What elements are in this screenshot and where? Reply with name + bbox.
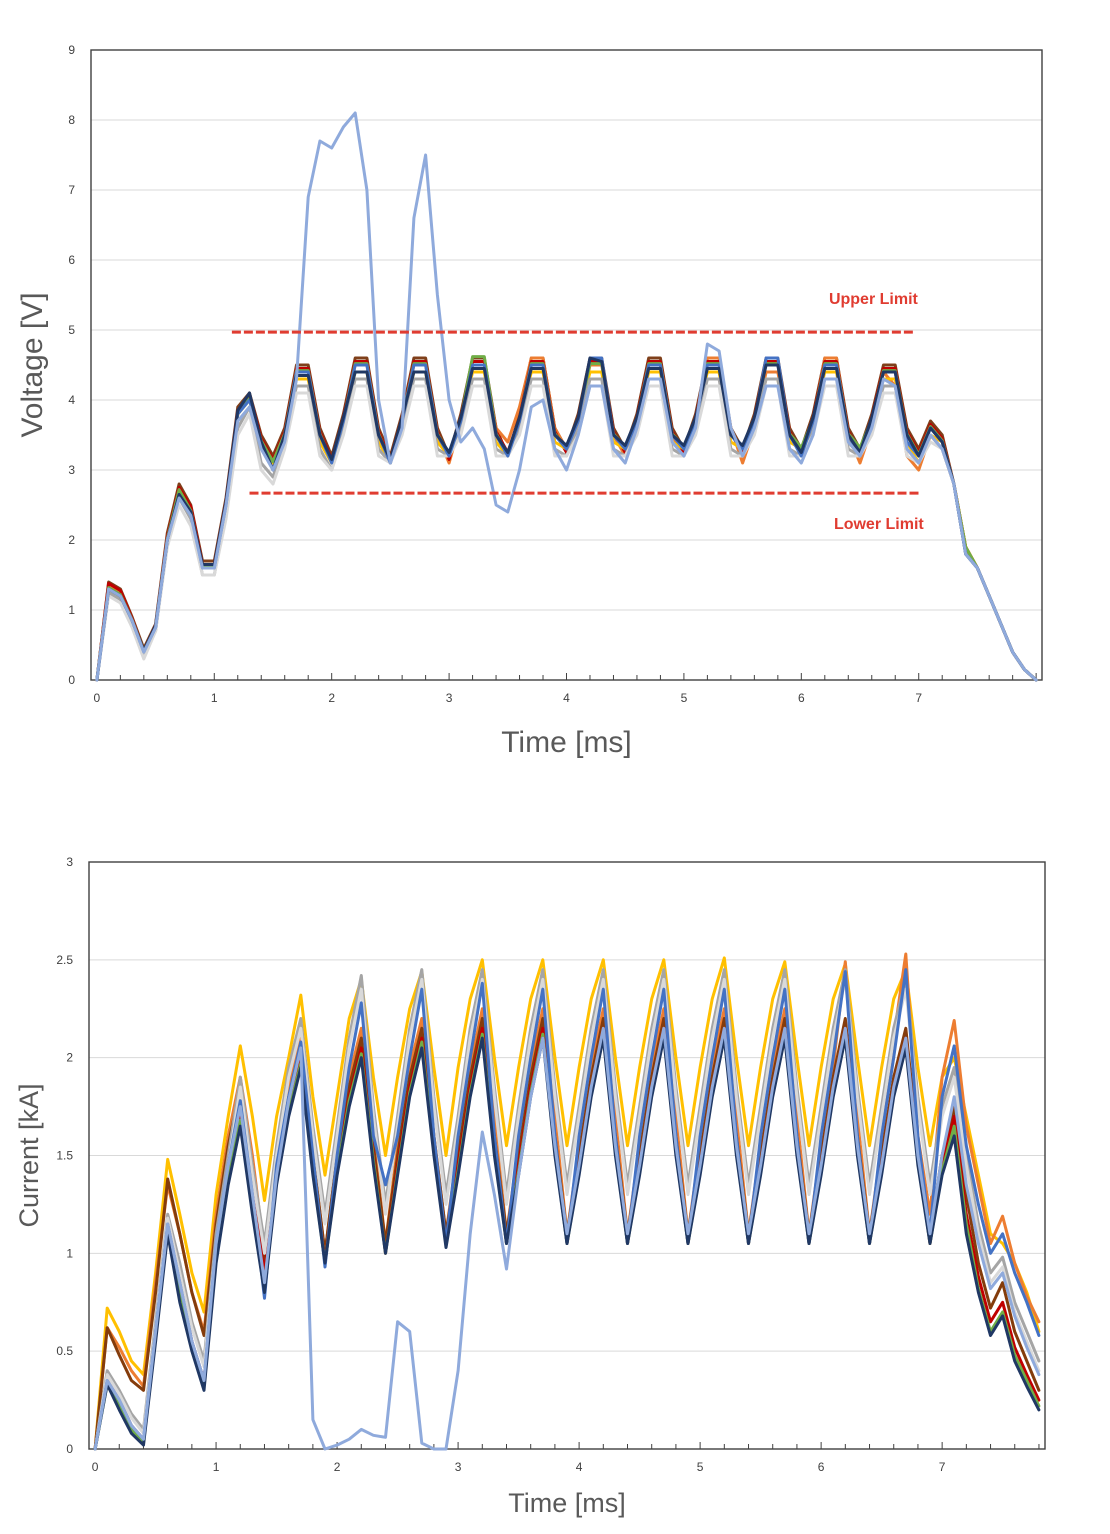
x-tick-label: 4 [563,691,570,705]
x-tick-label: 5 [681,691,688,705]
y-tick-label: 5 [68,323,75,337]
plot-area-border [88,861,1046,1450]
x-tick-label: 6 [818,1460,825,1474]
x-tick-label: 5 [697,1460,704,1474]
series-line-6 [93,977,1041,1451]
x-tick-label: 4 [576,1460,583,1474]
y-tick-label: 1.5 [56,1149,73,1163]
y-tick-label: 0 [66,1442,73,1456]
x-axis-title: Time [ms] [501,726,632,759]
y-tick-label: 3 [68,463,75,477]
x-tick-label: 2 [334,1460,341,1474]
y-tick-label: 3 [66,855,73,869]
x-tick-label: 2 [328,691,335,705]
series-line-8 [93,968,1041,1451]
x-tick-label: 3 [455,1460,462,1474]
y-tick-label: 2 [66,1051,73,1065]
x-tick-label: 1 [213,1460,220,1474]
y-tick-label: 1 [68,603,75,617]
y-tick-label: 2 [68,533,75,547]
limit-label-lower: Lower Limit [834,516,924,533]
y-tick-label: 6 [68,253,75,267]
y-tick-label: 9 [68,43,75,57]
y-axis-title: Voltage [V] [16,292,49,437]
y-tick-label: 1 [66,1246,73,1260]
y-tick-label: 0.5 [56,1344,73,1358]
limit-label-upper: Upper Limit [829,291,919,308]
x-tick-label: 7 [939,1460,946,1474]
y-tick-label: 7 [68,183,75,197]
y-axis-title: Current [kA] [14,1083,44,1227]
chart-0: 0 1 2 3 4 5 6 7 8 9 0 1 2 3 4 5 6 7 Upper Limit Lower Limit… [16,43,1043,759]
x-tick-label: 6 [798,691,805,705]
y-tick-label: 0 [68,673,75,687]
x-tick-label: 0 [94,691,101,705]
x-tick-label: 7 [915,691,922,705]
x-axis-title: Time [ms] [508,1488,626,1518]
x-tick-label: 1 [211,691,218,705]
y-tick-label: 8 [68,113,75,127]
y-tick-label: 2.5 [56,953,73,967]
plot-area-border [90,49,1043,681]
x-tick-label: 3 [446,691,453,705]
chart-1: 0 0.5 1 1.5 2 2.5 3 0 1 2 3 4 5 6 7 Time [ms] Current [k… [14,855,1046,1518]
x-tick-label: 0 [92,1460,99,1474]
series-line-1 [93,956,1041,1451]
series-line-10 [93,1026,1041,1451]
series-line-9 [95,356,1038,682]
series-line-7 [95,384,1038,682]
y-tick-label: 4 [68,393,75,407]
series-line-10 [95,111,1038,682]
series-line-9 [93,1036,1041,1451]
